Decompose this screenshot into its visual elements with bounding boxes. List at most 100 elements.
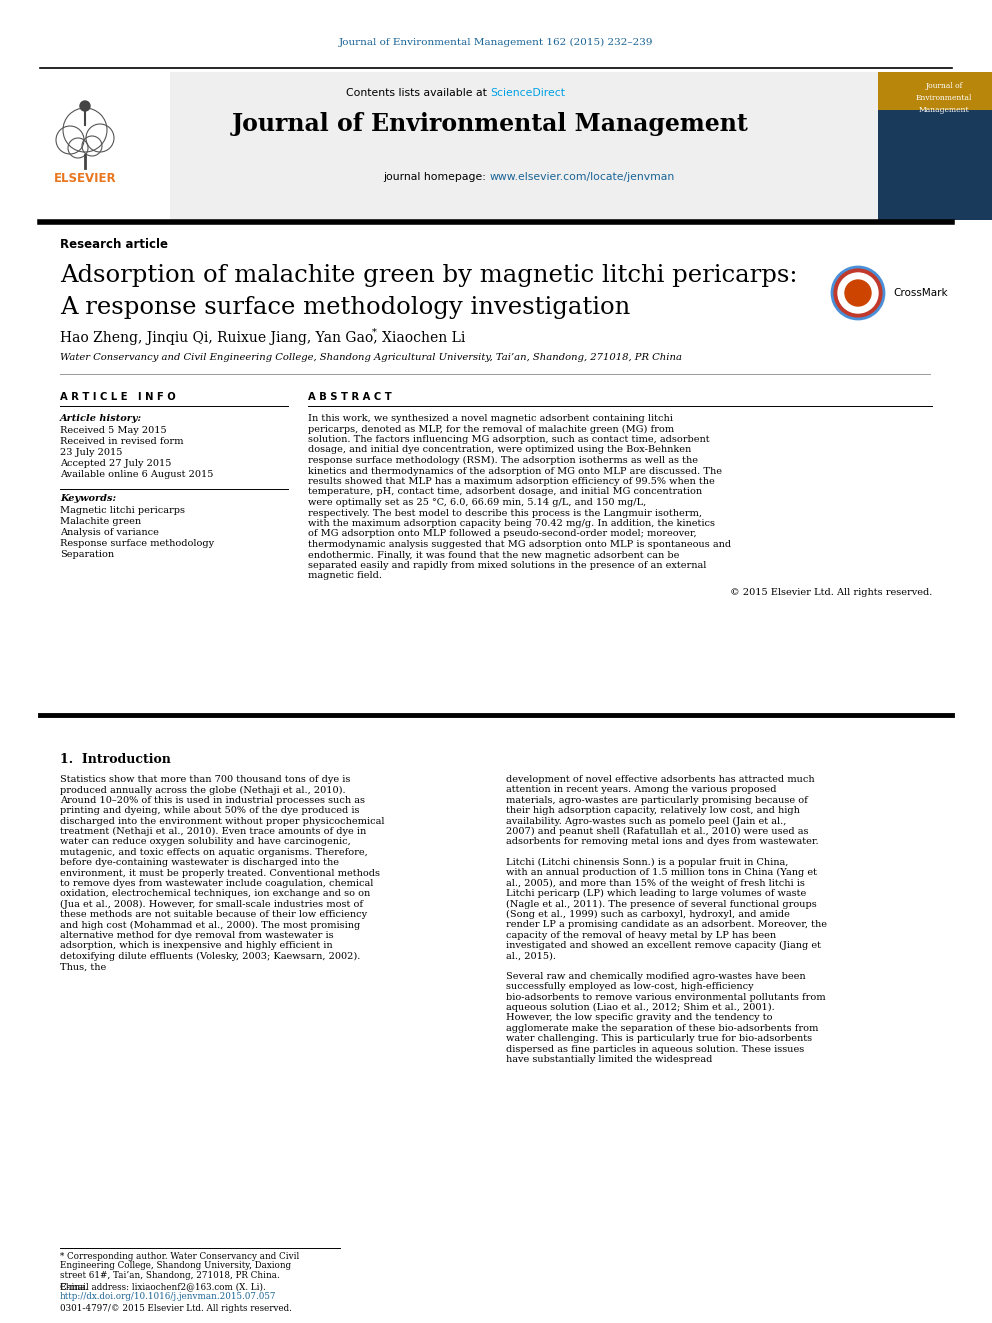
Text: materials, agro-wastes are particularly promising because of: materials, agro-wastes are particularly … [506,796,807,804]
Text: China.: China. [60,1282,89,1291]
Text: render LP a promising candidate as an adsorbent. Moreover, the: render LP a promising candidate as an ad… [506,921,827,929]
Text: environment, it must be properly treated. Conventional methods: environment, it must be properly treated… [60,869,380,877]
Bar [40,71,170,220]
Text: discharged into the environment without proper physicochemical: discharged into the environment without … [60,816,385,826]
Text: pericarps, denoted as MLP, for the removal of malachite green (MG) from: pericarps, denoted as MLP, for the remov… [308,425,675,434]
Text: these methods are not suitable because of their low efficiency: these methods are not suitable because o… [60,910,367,919]
Text: kinetics and thermodynamics of the adsorption of MG onto MLP are discussed. The: kinetics and thermodynamics of the adsor… [308,467,722,475]
Text: capacity of the removal of heavy metal by LP has been: capacity of the removal of heavy metal b… [506,930,776,939]
Text: were optimally set as 25 °C, 6.0, 66.69 min, 5.14 g/L, and 150 mg/L,: were optimally set as 25 °C, 6.0, 66.69 … [308,497,646,507]
Text: detoxifying dilute effluents (Volesky, 2003; Kaewsarn, 2002).: detoxifying dilute effluents (Volesky, 2… [60,951,360,960]
Text: journal homepage:: journal homepage: [384,172,490,183]
Text: Water Conservancy and Civil Engineering College, Shandong Agricultural Universit: Water Conservancy and Civil Engineering … [60,353,682,363]
Text: A response surface methodology investigation: A response surface methodology investiga… [60,296,630,319]
Text: Accepted 27 July 2015: Accepted 27 July 2015 [60,459,172,468]
Circle shape [832,267,884,319]
Text: al., 2005), and more than 15% of the weight of fresh litchi is: al., 2005), and more than 15% of the wei… [506,878,805,888]
Text: Malachite green: Malachite green [60,517,141,527]
Text: and high cost (Mohammad et al., 2000). The most promising: and high cost (Mohammad et al., 2000). T… [60,921,360,930]
Circle shape [80,101,90,111]
Text: adsorption, which is inexpensive and highly efficient in: adsorption, which is inexpensive and hig… [60,942,332,950]
Text: 23 July 2015: 23 July 2015 [60,448,122,456]
Text: (Song et al., 1999) such as carboxyl, hydroxyl, and amide: (Song et al., 1999) such as carboxyl, hy… [506,910,790,919]
Text: water can reduce oxygen solubility and have carcinogenic,: water can reduce oxygen solubility and h… [60,837,351,847]
Text: alternative method for dye removal from wastewater is: alternative method for dye removal from … [60,931,333,941]
Text: magnetic field.: magnetic field. [308,572,382,581]
Text: aqueous solution (Liao et al., 2012; Shim et al., 2001).: aqueous solution (Liao et al., 2012; Shi… [506,1003,775,1012]
Text: Hao Zheng, Jinqiu Qi, Ruixue Jiang, Yan Gao, Xiaochen Li: Hao Zheng, Jinqiu Qi, Ruixue Jiang, Yan … [60,331,465,345]
Text: 2007) and peanut shell (Rafatullah et al., 2010) were used as: 2007) and peanut shell (Rafatullah et al… [506,827,808,836]
Text: street 61#, Tai’an, Shandong, 271018, PR China.: street 61#, Tai’an, Shandong, 271018, PR… [60,1271,280,1279]
Text: produced annually across the globe (Nethaji et al., 2010).: produced annually across the globe (Neth… [60,786,345,795]
Text: A B S T R A C T: A B S T R A C T [308,392,392,402]
Text: Thus, the: Thus, the [60,962,106,971]
Bar [878,71,992,220]
Text: Statistics show that more than 700 thousand tons of dye is: Statistics show that more than 700 thous… [60,775,350,785]
Text: dosage, and initial dye concentration, were optimized using the Box-Behnken: dosage, and initial dye concentration, w… [308,446,691,455]
Bar [40,71,910,220]
Text: of MG adsorption onto MLP followed a pseudo-second-order model; moreover,: of MG adsorption onto MLP followed a pse… [308,529,696,538]
Text: availability. Agro-wastes such as pomelo peel (Jain et al.,: availability. Agro-wastes such as pomelo… [506,816,787,826]
Circle shape [845,280,871,306]
Text: 1.  Introduction: 1. Introduction [60,753,171,766]
Text: E-mail address: lixiaochenf2@163.com (X. Li).: E-mail address: lixiaochenf2@163.com (X.… [60,1282,266,1291]
Text: *: * [372,328,377,337]
Text: mutagenic, and toxic effects on aquatic organisms. Therefore,: mutagenic, and toxic effects on aquatic … [60,848,368,857]
Text: (Nagle et al., 2011). The presence of several functional groups: (Nagle et al., 2011). The presence of se… [506,900,816,909]
Text: results showed that MLP has a maximum adsorption efficiency of 99.5% when the: results showed that MLP has a maximum ad… [308,478,715,486]
Text: Environmental: Environmental [916,94,972,102]
Text: agglomerate make the separation of these bio-adsorbents from: agglomerate make the separation of these… [506,1024,818,1033]
Text: development of novel effective adsorbents has attracted much: development of novel effective adsorbent… [506,775,814,785]
Text: Analysis of variance: Analysis of variance [60,528,159,537]
Text: thermodynamic analysis suggested that MG adsorption onto MLP is spontaneous and: thermodynamic analysis suggested that MG… [308,540,731,549]
Text: However, the low specific gravity and the tendency to: However, the low specific gravity and th… [506,1013,773,1023]
Text: temperature, pH, contact time, adsorbent dosage, and initial MG concentration: temperature, pH, contact time, adsorbent… [308,487,702,496]
Text: printing and dyeing, while about 50% of the dye produced is: printing and dyeing, while about 50% of … [60,806,359,815]
Text: Separation: Separation [60,550,114,560]
Text: Response surface methodology: Response surface methodology [60,538,214,548]
Text: A R T I C L E   I N F O: A R T I C L E I N F O [60,392,176,402]
Circle shape [838,273,878,314]
Text: have substantially limited the widespread: have substantially limited the widesprea… [506,1054,712,1064]
Text: al., 2015).: al., 2015). [506,951,556,960]
Bar [878,71,992,110]
Text: with the maximum adsorption capacity being 70.42 mg/g. In addition, the kinetics: with the maximum adsorption capacity bei… [308,519,715,528]
Text: Adsorption of malachite green by magnetic litchi pericarps:: Adsorption of malachite green by magneti… [60,265,798,287]
Text: Several raw and chemically modified agro-wastes have been: Several raw and chemically modified agro… [506,972,806,980]
Text: bio-adsorbents to remove various environmental pollutants from: bio-adsorbents to remove various environ… [506,992,825,1002]
Text: In this work, we synthesized a novel magnetic adsorbent containing litchi: In this work, we synthesized a novel mag… [308,414,673,423]
Text: © 2015 Elsevier Ltd. All rights reserved.: © 2015 Elsevier Ltd. All rights reserved… [730,587,932,597]
Text: Litchi pericarp (LP) which leading to large volumes of waste: Litchi pericarp (LP) which leading to la… [506,889,806,898]
Text: respectively. The best model to describe this process is the Langmuir isotherm,: respectively. The best model to describe… [308,508,702,517]
Text: response surface methodology (RSM). The adsorption isotherms as well as the: response surface methodology (RSM). The … [308,456,698,466]
Text: ELSEVIER: ELSEVIER [54,172,116,185]
Text: Keywords:: Keywords: [60,493,116,503]
Text: Article history:: Article history: [60,414,142,423]
Text: Magnetic litchi pericarps: Magnetic litchi pericarps [60,505,185,515]
Text: successfully employed as low-cost, high-efficiency: successfully employed as low-cost, high-… [506,982,754,991]
Text: www.elsevier.com/locate/jenvman: www.elsevier.com/locate/jenvman [490,172,676,183]
Text: attention in recent years. Among the various proposed: attention in recent years. Among the var… [506,786,777,794]
Text: http://dx.doi.org/10.1016/j.jenvman.2015.07.057: http://dx.doi.org/10.1016/j.jenvman.2015… [60,1293,277,1301]
Text: endothermic. Finally, it was found that the new magnetic adsorbent can be: endothermic. Finally, it was found that … [308,550,680,560]
Text: 0301-4797/© 2015 Elsevier Ltd. All rights reserved.: 0301-4797/© 2015 Elsevier Ltd. All right… [60,1304,292,1312]
Text: with an annual production of 1.5 million tons in China (Yang et: with an annual production of 1.5 million… [506,868,817,877]
Text: Around 10–20% of this is used in industrial processes such as: Around 10–20% of this is used in industr… [60,796,365,804]
Text: their high adsorption capacity, relatively low cost, and high: their high adsorption capacity, relative… [506,806,800,815]
Text: Received in revised form: Received in revised form [60,437,184,446]
Text: Management: Management [919,106,969,114]
Text: dispersed as fine particles in aqueous solution. These issues: dispersed as fine particles in aqueous s… [506,1045,805,1053]
Text: Litchi (Litchi chinensis Sonn.) is a popular fruit in China,: Litchi (Litchi chinensis Sonn.) is a pop… [506,857,789,867]
Text: CrossMark: CrossMark [893,288,947,298]
Text: to remove dyes from wastewater include coagulation, chemical: to remove dyes from wastewater include c… [60,878,373,888]
Text: Research article: Research article [60,238,168,251]
Text: investigated and showed an excellent remove capacity (Jiang et: investigated and showed an excellent rem… [506,941,821,950]
Text: Contents lists available at: Contents lists available at [345,89,490,98]
Text: Engineering College, Shandong University, Daxiong: Engineering College, Shandong University… [60,1262,291,1270]
Text: Received 5 May 2015: Received 5 May 2015 [60,426,167,435]
Text: Journal of: Journal of [926,82,962,90]
Text: Available online 6 August 2015: Available online 6 August 2015 [60,470,213,479]
Text: oxidation, electrochemical techniques, ion exchange and so on: oxidation, electrochemical techniques, i… [60,889,370,898]
Text: before dye-containing wastewater is discharged into the: before dye-containing wastewater is disc… [60,859,339,867]
Text: Journal of Environmental Management 162 (2015) 232–239: Journal of Environmental Management 162 … [338,38,654,48]
